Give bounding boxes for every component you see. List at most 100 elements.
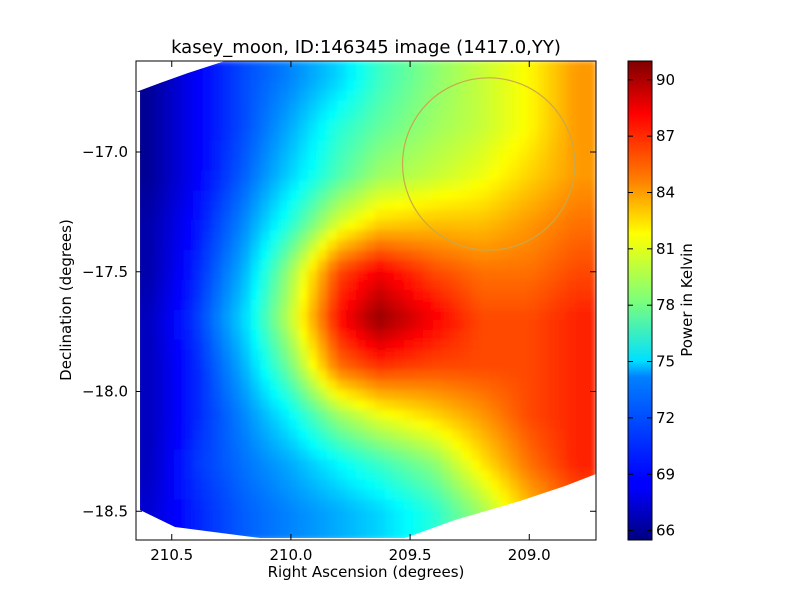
- heatmap-cell: [145, 409, 156, 421]
- heatmap-cell: [547, 230, 559, 242]
- heatmap-cell: [212, 61, 223, 72]
- heatmap-cell: [365, 300, 377, 311]
- heatmap-cell: [269, 439, 281, 451]
- heatmap-cell: [461, 180, 472, 192]
- heatmap-cell: [173, 459, 185, 471]
- heatmap-cell: [269, 469, 281, 481]
- heatmap-cell: [432, 429, 444, 441]
- heatmap-cell: [461, 220, 472, 232]
- heatmap-cell: [566, 190, 578, 202]
- heatmap-cell: [538, 190, 549, 202]
- heatmap-cell: [279, 100, 290, 112]
- heatmap-cell: [164, 90, 175, 102]
- heatmap-cell: [212, 100, 223, 112]
- heatmap-cell: [327, 280, 338, 292]
- heatmap-cell: [451, 270, 463, 282]
- heatmap-cell: [518, 120, 530, 132]
- heatmap-cell: [557, 250, 568, 262]
- heatmap-cell: [317, 250, 329, 262]
- heatmap-cell: [327, 170, 338, 182]
- heatmap-cell: [518, 449, 530, 461]
- heatmap-cell: [365, 210, 377, 222]
- heatmap-cell: [173, 160, 185, 172]
- heatmap-cell: [173, 479, 185, 491]
- heatmap-cell: [279, 260, 290, 272]
- heatmap-cell: [346, 240, 357, 252]
- heatmap-cell: [136, 429, 147, 441]
- heatmap-cell: [193, 369, 204, 381]
- heatmap-cell: [375, 499, 386, 511]
- heatmap-cell: [557, 349, 568, 361]
- heatmap-cell: [528, 180, 539, 192]
- heatmap-cell: [183, 419, 194, 431]
- heatmap-cell: [538, 250, 549, 262]
- heatmap-cell: [221, 140, 233, 152]
- heatmap-cell: [308, 509, 319, 521]
- heatmap-cell: [279, 250, 290, 262]
- heatmap-cell: [490, 220, 501, 232]
- heatmap-cell: [336, 339, 348, 351]
- heatmap-cell: [308, 190, 319, 202]
- heatmap-cell: [173, 140, 185, 152]
- heatmap-cell: [470, 210, 482, 222]
- heatmap-cell: [202, 100, 214, 112]
- heatmap-cell: [480, 319, 492, 331]
- heatmap-cell: [231, 349, 242, 361]
- heatmap-cell: [432, 479, 444, 491]
- heatmap-cell: [461, 329, 472, 341]
- heatmap-cell: [480, 439, 492, 451]
- heatmap-cell: [212, 389, 223, 401]
- heatmap-cell: [384, 339, 396, 351]
- heatmap-cell: [547, 290, 559, 301]
- heatmap-cell: [260, 479, 271, 491]
- heatmap-cell: [308, 300, 319, 311]
- heatmap-cell: [518, 280, 530, 292]
- heatmap-cell: [557, 200, 568, 212]
- heatmap-cell: [547, 200, 559, 212]
- heatmap-cell: [279, 190, 290, 202]
- heatmap-cell: [298, 70, 309, 82]
- heatmap-cell: [346, 309, 357, 321]
- heatmap-cell: [566, 240, 578, 252]
- heatmap-cell: [145, 359, 156, 371]
- heatmap-cell: [432, 379, 444, 391]
- heatmap-cell: [193, 359, 204, 371]
- heatmap-cell: [269, 210, 281, 222]
- heatmap-cell: [538, 61, 549, 72]
- heatmap-cell: [298, 230, 309, 242]
- heatmap-cell: [432, 300, 444, 311]
- heatmap-cell: [193, 240, 204, 252]
- heatmap-cell: [576, 230, 587, 242]
- heatmap-cell: [413, 319, 424, 331]
- heatmap-cell: [145, 449, 156, 461]
- heatmap-cell: [346, 140, 357, 152]
- heatmap-cell: [212, 170, 223, 182]
- heatmap-cell: [346, 419, 357, 431]
- heatmap-cell: [384, 150, 396, 162]
- heatmap-cell: [308, 389, 319, 401]
- heatmap-cell: [212, 190, 223, 202]
- heatmap-cell: [269, 339, 281, 351]
- heatmap-cell: [221, 250, 233, 262]
- heatmap-cell: [566, 399, 578, 411]
- heatmap-cell: [585, 140, 596, 152]
- heatmap-cell: [403, 439, 415, 451]
- heatmap-cell: [193, 180, 204, 192]
- heatmap-cell: [136, 270, 147, 282]
- heatmap-cell: [240, 270, 252, 282]
- heatmap-cell: [231, 499, 242, 511]
- heatmap-cell: [375, 359, 386, 371]
- heatmap-cell: [240, 220, 252, 232]
- heatmap-cell: [317, 369, 329, 381]
- heatmap-cell: [490, 90, 501, 102]
- heatmap-cell: [212, 419, 223, 431]
- heatmap-cell: [173, 190, 185, 202]
- heatmap-cell: [154, 140, 166, 152]
- heatmap-cell: [509, 449, 520, 461]
- heatmap-cell: [250, 399, 262, 411]
- heatmap-cell: [442, 280, 453, 292]
- heatmap-cell: [538, 130, 549, 142]
- heatmap-cell: [183, 429, 194, 441]
- heatmap-cell: [547, 409, 559, 421]
- heatmap-cell: [317, 180, 329, 192]
